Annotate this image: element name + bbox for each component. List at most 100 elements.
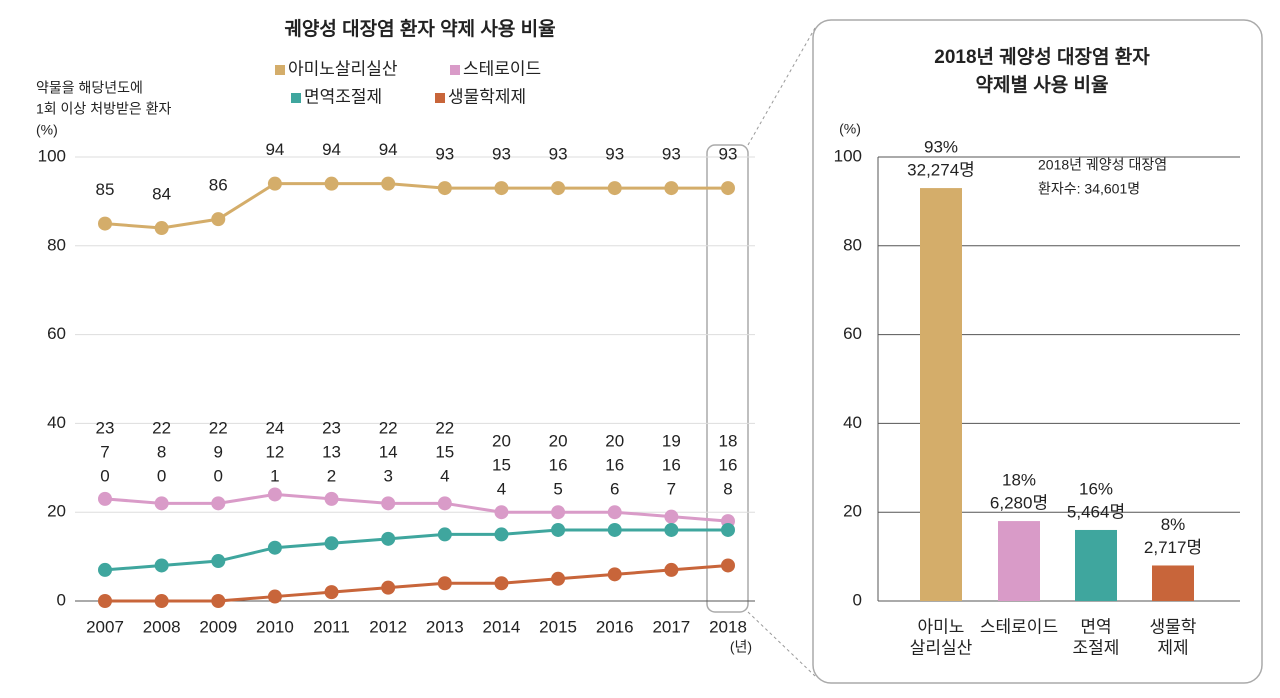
data-label: 1 [270, 466, 279, 485]
highlight-box [706, 144, 749, 613]
data-point [607, 567, 622, 582]
data-label: 93 [605, 145, 624, 164]
x-tick-label: 2011 [313, 617, 350, 636]
data-label: 3 [383, 466, 392, 485]
data-point [551, 522, 566, 537]
data-point [381, 531, 396, 546]
data-point [211, 212, 226, 227]
data-point [267, 540, 282, 555]
data-point [267, 487, 282, 502]
data-label: 8 [157, 442, 166, 461]
data-point [154, 496, 169, 511]
data-point [437, 496, 452, 511]
data-label: 16 [662, 455, 681, 474]
data-label: 14 [379, 442, 398, 461]
data-point [98, 491, 112, 506]
chart-title: 2018년 궤양성 대장염 환자 [934, 46, 1150, 68]
series-line [104, 492, 729, 523]
data-point [664, 522, 679, 537]
x-tick-label: 2015 [539, 617, 577, 636]
data-label: 93 [492, 145, 511, 164]
data-label: 24 [265, 418, 284, 437]
bar [1075, 529, 1117, 601]
data-point [267, 589, 282, 604]
data-point [154, 558, 169, 573]
data-label: 5 [553, 479, 562, 498]
data-label: 20 [492, 431, 511, 450]
data-point [721, 522, 735, 537]
data-label: 94 [322, 140, 341, 159]
data-label: 22 [379, 418, 398, 437]
data-point [324, 585, 339, 600]
data-label: 16 [549, 455, 568, 474]
data-point [494, 576, 509, 591]
data-label: 22 [435, 418, 454, 437]
y-tick-label: 20 [843, 502, 862, 521]
data-label: 22 [152, 418, 171, 437]
value-label: 16% [1079, 479, 1113, 498]
annotation: 2018년 궤양성 대장염 [1038, 157, 1167, 173]
data-label: 18 [719, 431, 738, 450]
x-tick-label: 2008 [143, 617, 181, 636]
x-tick-label: 2009 [199, 617, 237, 636]
legend-swatch [435, 93, 445, 103]
data-label: 15 [435, 442, 454, 461]
data-label: 22 [209, 418, 228, 437]
data-label: 23 [322, 418, 341, 437]
y-tick-label: 0 [853, 590, 862, 609]
data-point [551, 505, 566, 520]
legend-label: 생물학제제 [448, 87, 526, 106]
data-point [324, 491, 339, 506]
x-tick-label: 면역 [1080, 617, 1111, 636]
value-label: 8% [1161, 515, 1186, 534]
y-tick-label: 60 [843, 324, 862, 343]
data-point [98, 216, 112, 231]
legend-label: 아미노살리실산 [288, 59, 398, 78]
data-label: 7 [100, 442, 109, 461]
y-label: (%) [36, 122, 58, 138]
connector [747, 611, 816, 677]
data-point [381, 176, 396, 191]
x-tick-label: 조절제 [1073, 638, 1120, 657]
data-label: 93 [719, 145, 738, 164]
y-tick-label: 80 [843, 235, 862, 254]
y-tick-label: 40 [843, 413, 862, 432]
series-line [104, 182, 728, 230]
data-point [267, 176, 282, 191]
series-line [105, 563, 729, 603]
bar [1152, 565, 1194, 601]
data-label: 23 [96, 418, 115, 437]
x-tick-label: 2010 [256, 617, 294, 636]
data-label: 19 [662, 431, 681, 450]
data-point [494, 181, 509, 196]
data-label: 4 [497, 479, 506, 498]
x-tick-label: 스테로이드 [980, 617, 1058, 636]
data-point [607, 522, 622, 537]
data-point [664, 562, 679, 577]
data-point [324, 176, 339, 191]
legend-swatch [450, 65, 460, 75]
data-label: 0 [100, 466, 109, 485]
series-line [104, 528, 728, 572]
data-point [607, 505, 622, 520]
data-point [494, 505, 509, 520]
x-unit: (년) [730, 639, 752, 655]
data-point [98, 562, 112, 577]
data-label: 7 [667, 479, 676, 498]
y-tick-label: 0 [57, 590, 66, 609]
y-tick-label: 80 [47, 235, 66, 254]
count-label: 6,280명 [990, 494, 1048, 513]
legend-swatch [291, 93, 301, 103]
data-point [721, 181, 735, 196]
data-label: 16 [605, 455, 624, 474]
x-tick-label: 2012 [369, 617, 407, 636]
data-label: 12 [265, 442, 284, 461]
data-label: 86 [209, 176, 228, 195]
data-label: 93 [435, 145, 454, 164]
value-label: 18% [1002, 471, 1036, 490]
data-point [551, 181, 566, 196]
data-point [211, 594, 226, 608]
data-point [664, 509, 679, 524]
y-tick-label: 100 [834, 146, 862, 165]
